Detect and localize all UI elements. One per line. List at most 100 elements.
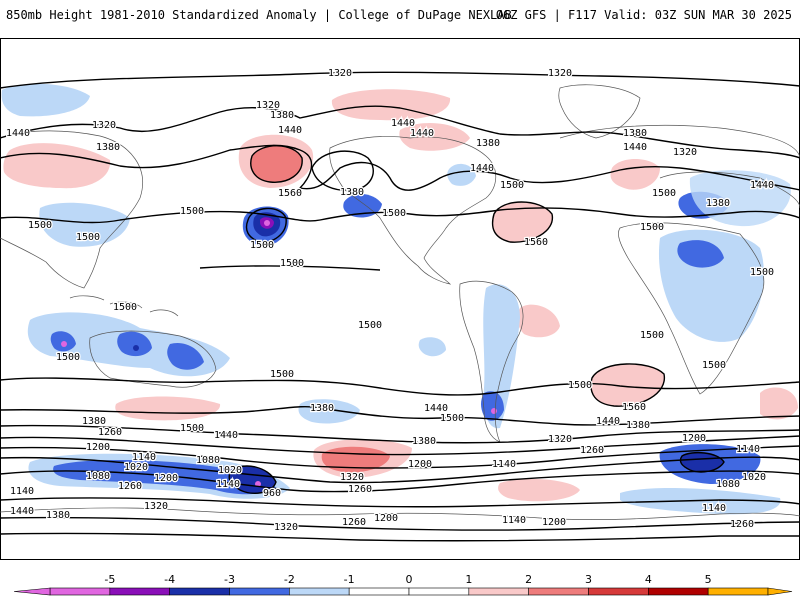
colorbar-bin-neg1 [289, 587, 350, 596]
anomaly-neg2-australia-south [167, 342, 204, 370]
anomaly-neg4-australia-core [133, 345, 139, 351]
map-title: 850mb Height 1981-2010 Standardized Anom… [6, 8, 512, 22]
colorbar-bin-pos2 [528, 587, 589, 596]
contour-label: 1440 [391, 118, 415, 129]
contour-label: 1500 [76, 232, 100, 243]
contour-1260-far-south [0, 516, 800, 531]
contour-label: 1200 [86, 442, 110, 453]
colorbar-bin-neg4 [109, 587, 170, 596]
contour-label: 1320 [256, 100, 280, 111]
contour-label: 1440 [623, 142, 647, 153]
anomaly-neg5-pacific-core [264, 220, 270, 226]
contour-label: 960 [263, 488, 281, 499]
contour-label: 1260 [730, 519, 754, 530]
contour-label: 1440 [424, 403, 448, 414]
contour-label: 1140 [502, 515, 526, 526]
contour-1560-atlantic [491, 201, 553, 243]
anomaly-pos-east [760, 387, 798, 420]
coast-africa [618, 222, 765, 395]
contour-low-pacific [245, 207, 287, 243]
anomaly-neg5-indian-core [61, 341, 67, 347]
contour-label: 1500 [28, 220, 52, 231]
contour-label: 1080 [716, 479, 740, 490]
coast-antarctica [0, 507, 800, 521]
contour-label: 1500 [500, 180, 524, 191]
contour-label: 1380 [82, 416, 106, 427]
contour-label: 1500 [358, 320, 382, 331]
contour-label: 1320 [274, 522, 298, 533]
anomaly-neg2-chile [481, 391, 504, 421]
contour-label: 1020 [218, 465, 242, 476]
anomaly-pos-siberia [3, 143, 111, 189]
model-run-info: 06Z GFS | F117 Valid: 03Z SUN MAR 30 202… [495, 8, 792, 22]
colorbar-bin-pos5 [707, 587, 769, 596]
coast-eurasia-east [0, 130, 143, 289]
contour-label: 1320 [144, 501, 168, 512]
contour-label: 1380 [340, 187, 364, 198]
colorbar-tick-label: 1 [465, 573, 472, 586]
contour-label: 1500 [180, 423, 204, 434]
contour-label: 1500 [113, 302, 137, 313]
contour-1560-pacific [250, 145, 303, 183]
contour-1500-south [0, 377, 800, 396]
colorbar-bins [13, 587, 793, 596]
anomaly-neg-gulf-alaska [343, 193, 382, 218]
contour-label: 1380 [46, 510, 70, 521]
contour-label: 1440 [410, 128, 434, 139]
contour-label: 1140 [216, 479, 240, 490]
contour-label: 1500 [440, 413, 464, 424]
anomaly-neg5-southern-core [255, 481, 261, 487]
contour-label: 1320 [92, 120, 116, 131]
contour-label: 1140 [132, 452, 156, 463]
contour-label: 1440 [6, 128, 30, 139]
anomaly-neg2-australia [117, 331, 152, 357]
header: 850mb Height 1981-2010 Standardized Anom… [0, 0, 800, 38]
contour-label: 1560 [622, 402, 646, 413]
contour-1380-north [0, 105, 800, 159]
colorbar-tick-label: 5 [705, 573, 712, 586]
contour-label: 1500 [250, 240, 274, 251]
anomaly-neg-mid-atlantic [418, 337, 446, 357]
colorbar-tick-label: 4 [645, 573, 652, 586]
contour-label: 1140 [736, 444, 760, 455]
contour-label: 1320 [340, 472, 364, 483]
contour-label: 1500 [382, 208, 406, 219]
anomaly-pos-far-south [498, 478, 580, 502]
anomaly-pos-south-atlantic [590, 363, 665, 407]
contour-label: 1200 [374, 513, 398, 524]
contour-label: 1380 [706, 198, 730, 209]
colorbar-tick-label: 0 [406, 573, 413, 586]
anomaly-neg-north-america [447, 163, 476, 186]
contour-label: 1260 [348, 484, 372, 495]
colorbar-tick-label: -1 [344, 573, 355, 586]
colorbar-bin-pos4 [648, 587, 709, 596]
contour-label: 1260 [580, 445, 604, 456]
colorbar-bin-neg3 [169, 587, 230, 596]
contour-label: 1440 [214, 430, 238, 441]
contour-label: 1500 [280, 258, 304, 269]
contour-1200-south [0, 456, 800, 484]
colorbar-tick-label: -2 [284, 573, 295, 586]
contour-1320-bottom [0, 532, 800, 542]
contour-label: 1260 [342, 517, 366, 528]
contour-label: 1500 [640, 330, 664, 341]
contour-1440-south [0, 405, 800, 426]
contour-label: 1380 [270, 110, 294, 121]
contour-label: 1500 [702, 360, 726, 371]
anomaly-neg-arctic-west [1, 83, 90, 117]
contour-label: 1440 [10, 506, 34, 517]
contour-label: 1560 [524, 237, 548, 248]
contour-labels: 1320 132013201380132014401380144014401440… [5, 67, 776, 535]
colorbar: -5 -4 -3 -2 -1 0 1 2 3 4 5 [13, 573, 793, 596]
contour-1500-tropics [199, 265, 381, 271]
contour-label: 1500 [640, 222, 664, 233]
anomaly-neg-china [39, 202, 130, 247]
contour-label: 1320 [328, 68, 352, 79]
anomaly-pos-southern-ocean [115, 396, 221, 421]
contour-label: 1020 [742, 472, 766, 483]
colorbar-tick-label: -3 [224, 573, 235, 586]
contour-label: 1500 [180, 206, 204, 217]
contour-label: 1020 [124, 462, 148, 473]
contour-1320-north [0, 71, 800, 89]
colorbar-bin-zero-high [408, 587, 470, 596]
